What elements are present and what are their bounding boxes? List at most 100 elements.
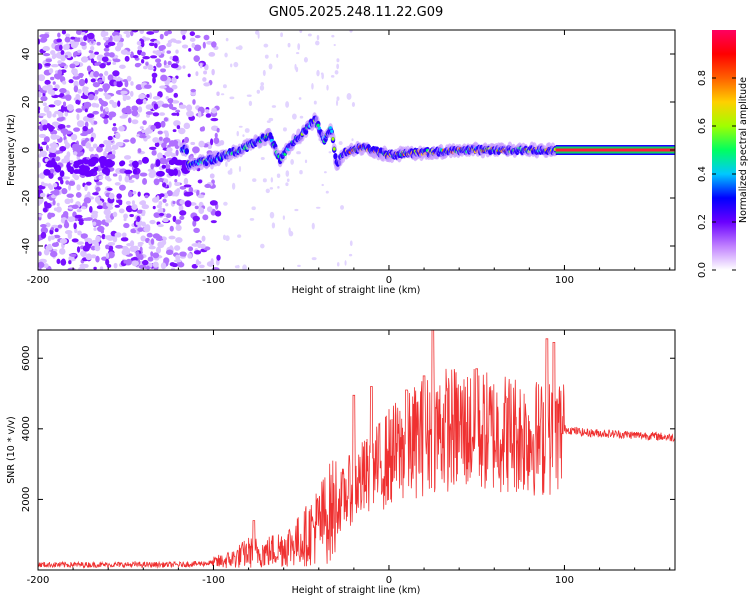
- heatmap-noise-blob: [82, 86, 89, 91]
- heatmap-noise-blob: [96, 41, 101, 46]
- heatmap-noise-blob: [294, 63, 297, 70]
- heatmap-noise-blob: [266, 120, 271, 123]
- heatmap-noise-blob: [66, 124, 71, 128]
- heatmap-noise-blob: [148, 245, 156, 250]
- heatmap-noise-blob: [99, 266, 104, 270]
- snr-xtick-label: 100: [555, 575, 574, 586]
- heatmap-noise-blob: [131, 119, 139, 125]
- heatmap-noise-blob: [89, 205, 93, 213]
- heatmap-noise-blob: [70, 41, 78, 49]
- heatmap-noise-blob: [56, 202, 60, 207]
- heatmap-noise-blob: [80, 250, 87, 257]
- heatmap-noise-blob: [50, 227, 55, 231]
- heatmap-noise-blob: [125, 51, 132, 56]
- heatmap-noise-blob: [50, 92, 56, 96]
- heatmap-noise-blob: [86, 113, 95, 118]
- heatmap-noise-blob: [296, 151, 301, 155]
- heatmap-noise-blob: [59, 87, 67, 94]
- heatmap-noise-blob: [103, 209, 111, 216]
- heatmap-noise-blob: [152, 252, 160, 259]
- heatmap-noise-blob: [48, 147, 52, 152]
- heatmap-noise-blob: [188, 48, 192, 52]
- snr-frame: [37, 329, 676, 571]
- heatmap-noise-blob: [335, 99, 339, 106]
- heatmap-noise-blob: [75, 99, 80, 105]
- heatmap-noise-blob: [130, 174, 138, 178]
- heatmap-noise-blob: [136, 209, 144, 214]
- heatmap-noise-blob: [109, 35, 113, 43]
- heatmap-noise-blob: [205, 109, 210, 114]
- heatmap-noise-blob: [108, 111, 117, 118]
- heatmap-noise-blob: [349, 30, 353, 33]
- heatmap-noise-blob: [38, 234, 42, 242]
- heatmap-noise-blob: [41, 119, 48, 126]
- heatmap-noise-blob: [191, 42, 196, 48]
- heatmap-noise-blob: [112, 173, 118, 177]
- heatmap-noise-blob: [256, 89, 261, 94]
- heatmap-noise-blob: [152, 95, 161, 100]
- heatmap-noise-blob: [105, 45, 110, 49]
- heatmap-noise-blob: [84, 237, 92, 242]
- heatmap-noise-blob: [157, 91, 163, 98]
- heatmap-noise-blob: [161, 142, 167, 149]
- heatmap-noise-blob: [190, 141, 196, 146]
- heatmap-noise-blob: [137, 227, 144, 232]
- heatmap-noise-blob: [159, 85, 167, 89]
- snr-ytick-label: 6000: [21, 346, 32, 371]
- heatmap-noise-blob: [108, 192, 115, 200]
- heatmap-noise-blob: [103, 92, 108, 97]
- heatmap-noise-blob: [179, 210, 187, 216]
- heatmap-noise-blob: [155, 246, 162, 254]
- heatmap-noise-blob: [158, 212, 165, 216]
- heatmap-noise-blob: [126, 242, 135, 247]
- heatmap-noise-blob: [162, 198, 167, 203]
- heatmap-noise-blob: [43, 136, 50, 143]
- heatmap-noise-blob: [193, 227, 200, 234]
- heatmap-noise-blob: [210, 138, 214, 146]
- heatmap-noise-blob: [286, 178, 290, 182]
- heatmap-noise-blob: [97, 225, 105, 233]
- heatmap-noise-blob: [60, 49, 65, 56]
- heatmap-noise-blob: [193, 44, 202, 52]
- heatmap-noise-blob: [40, 231, 47, 239]
- heatmap-noise-blob: [59, 238, 68, 244]
- heatmap-noise-blob: [118, 125, 125, 132]
- heatmap-noise-blob: [132, 55, 139, 59]
- heatmap-noise-blob: [50, 64, 59, 68]
- heatmap-noise-blob: [149, 263, 153, 268]
- heatmap-noise-blob: [54, 110, 62, 115]
- heatmap-noise-blob: [136, 215, 141, 222]
- heatmap-noise-blob: [157, 208, 162, 213]
- heatmap-noise-blob: [197, 179, 203, 184]
- heatmap-noise-blob: [170, 106, 177, 111]
- heatmap-noise-blob: [105, 252, 110, 259]
- heatmap-noise-blob: [174, 245, 181, 251]
- heatmap-noise-blob: [179, 215, 185, 220]
- heatmap-noise-blob: [269, 187, 274, 190]
- colorbar-tick-label: 0.6: [697, 118, 708, 134]
- snr-panel: -200 -100 0 100 2000 4000 6000 Height of strai…: [6, 329, 676, 596]
- heatmap-noise-blob: [150, 55, 158, 59]
- heatmap-noise-blob: [269, 211, 275, 219]
- snr-xlabel: Height of straight line (km): [292, 585, 421, 596]
- heatmap-noise-blob: [43, 263, 49, 269]
- heatmap-noise-blob: [202, 77, 207, 82]
- heatmap-noise-blob: [152, 137, 160, 144]
- heatmap-noise-blob: [49, 228, 54, 235]
- heatmap-noise-blob: [122, 95, 127, 102]
- heatmap-noise-blob: [165, 249, 174, 256]
- heatmap-noise-blob: [176, 125, 181, 130]
- heatmap-noise-blob: [128, 179, 135, 184]
- heatmap-noise-blob: [176, 257, 181, 262]
- snr-xtick-label: -100: [202, 575, 225, 586]
- heatmap-noise-blob: [52, 53, 58, 59]
- heatmap-noise-blob: [259, 85, 265, 91]
- heatmap-noise-blob: [80, 41, 87, 47]
- heatmap-noise-blob: [165, 87, 174, 93]
- heatmap-noise-blob: [141, 204, 150, 210]
- heatmap-noise-blob: [141, 129, 146, 133]
- heatmap-noise-blob: [154, 142, 160, 148]
- heatmap-noise-blob: [160, 262, 167, 270]
- heatmap-band-blob: [119, 160, 126, 166]
- heatmap-noise-blob: [210, 220, 217, 224]
